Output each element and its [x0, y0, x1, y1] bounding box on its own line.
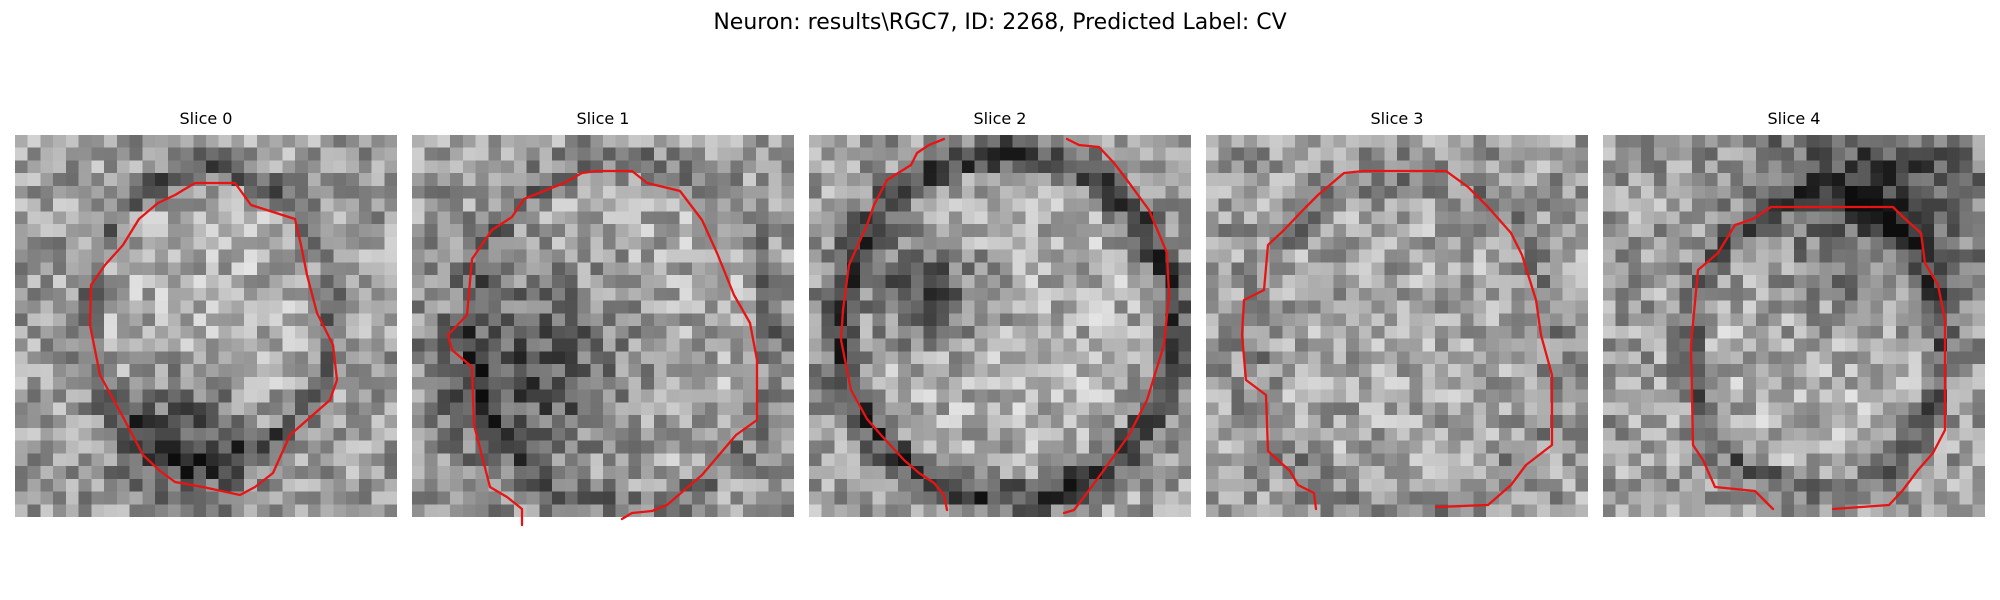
contour-overlay-2	[839, 137, 1171, 515]
slice-image-0	[15, 135, 397, 517]
slice-panel-1: Slice 1	[412, 109, 794, 527]
slice-title-3: Slice 3	[1370, 109, 1424, 128]
slice-panel-0: Slice 0	[15, 110, 397, 517]
slice-panel-3: Slice 3	[1206, 110, 1588, 517]
contour-overlay-0	[88, 181, 339, 497]
predicted-contour-4	[1689, 205, 1947, 511]
slice-title-2: Slice 2	[973, 109, 1027, 128]
figure-title: Neuron: results\RGC7, ID: 2268, Predicte…	[713, 10, 1287, 35]
slice-title-0: Slice 0	[179, 109, 233, 128]
slice-image-4	[1603, 135, 1985, 517]
predicted-contour-2	[839, 137, 1171, 515]
contour-overlay-1	[446, 169, 759, 527]
predicted-contour-1	[446, 169, 759, 527]
slice-title-4: Slice 4	[1767, 109, 1821, 128]
predicted-contour-0	[88, 181, 339, 497]
slice-panel-4: Slice 4	[1603, 110, 1985, 517]
slice-image-2	[809, 135, 1191, 517]
slice-panel-2: Slice 2	[809, 110, 1191, 517]
contour-overlay-4	[1689, 205, 1947, 511]
predicted-contour-3	[1240, 169, 1554, 511]
slice-image-1	[412, 135, 794, 517]
slice-title-1: Slice 1	[576, 109, 630, 128]
contour-overlay-3	[1240, 169, 1554, 511]
